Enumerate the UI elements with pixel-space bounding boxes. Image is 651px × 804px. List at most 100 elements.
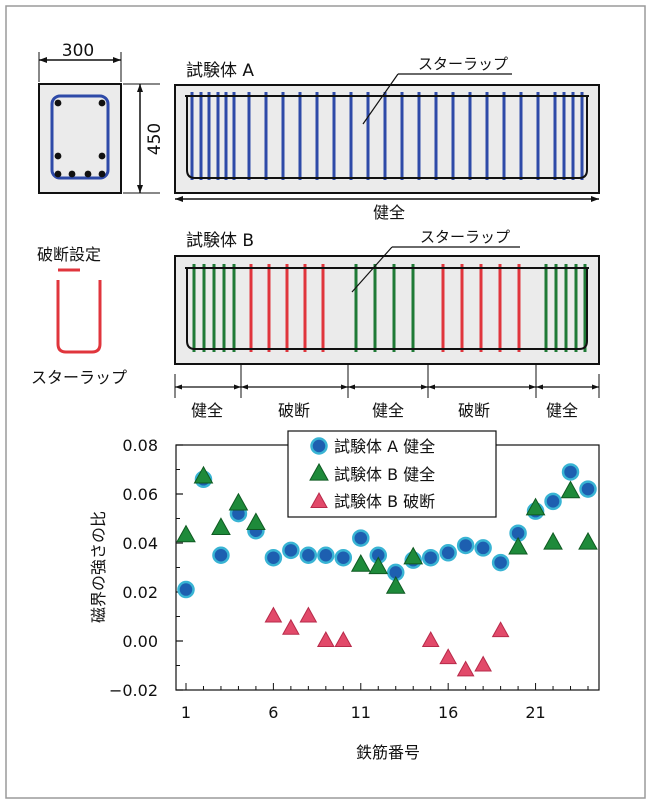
marker-specimen-a-healthy (456, 536, 475, 555)
span-arrow-right (591, 196, 599, 202)
specimen-b-stirrup-leader (351, 246, 393, 293)
section-rebar (54, 170, 62, 178)
cross-section: 300 450 (38, 41, 165, 194)
marker-specimen-b-healthy (176, 524, 196, 543)
marker-specimen-a-healthy (264, 548, 283, 567)
break-detail-label: スターラップ (31, 368, 127, 387)
specimen-b-title: 試験体 B (186, 231, 254, 251)
specimen-a-bottom-rebar (186, 96, 588, 179)
specimen-a-stirrups (190, 92, 584, 180)
legend-marker-specimen-b-healthy (309, 462, 329, 481)
marker-specimen-b-broken (299, 606, 318, 623)
span-arrow-left (175, 196, 183, 202)
marker-specimen-a-healthy (352, 529, 370, 547)
y-tick-label: 0.02 (122, 583, 158, 602)
marker-specimen-b-healthy (350, 553, 371, 572)
marker-specimen-a-healthy (561, 463, 580, 481)
zone-arrow (428, 384, 435, 390)
zone-label: 健全 (372, 401, 404, 420)
height-label: 450 (145, 123, 165, 155)
marker-specimen-b-healthy (508, 536, 528, 555)
y-tick-label: −0.02 (109, 681, 158, 700)
marker-specimen-b-healthy (403, 546, 424, 565)
legend-label: 試験体 B 破断 (334, 492, 435, 511)
legend-marker-specimen-a-healthy (310, 437, 328, 455)
x-tick-label: 16 (438, 703, 458, 722)
specimen-a-stirrup-label: スターラップ (418, 55, 508, 73)
section-rebar (98, 152, 106, 160)
broken-stirrup-shape (56, 280, 102, 354)
marker-specimen-a-healthy (177, 580, 195, 599)
x-axis-label: 鉄筋番号 (356, 743, 420, 762)
marker-specimen-b-healthy (368, 556, 389, 575)
specimen-b: 試験体 B スターラップ 健全 破断 (174, 228, 600, 420)
marker-specimen-b-broken (282, 618, 300, 635)
width-arrow-left (39, 57, 47, 63)
marker-specimen-b-broken (421, 631, 440, 647)
marker-specimen-b-healthy (543, 531, 563, 550)
section-rebar (68, 170, 76, 178)
marker-specimen-b-healthy (228, 492, 249, 511)
marker-specimen-a-healthy (282, 541, 300, 560)
marker-specimen-b-healthy (578, 531, 598, 550)
y-tick-label: 0.04 (122, 534, 158, 553)
zone-arrow (175, 384, 182, 390)
marker-specimen-b-healthy (193, 465, 214, 484)
zone-arrow (241, 384, 248, 390)
marker-specimen-b-broken (456, 660, 475, 677)
marker-specimen-b-broken (264, 606, 283, 623)
break-detail: 破断設定 スターラップ (31, 245, 127, 387)
legend: 試験体 A 健全 試験体 B 健全 試験体 B 破断 (287, 430, 497, 518)
marker-specimen-b-broken (491, 621, 510, 638)
marker-specimen-a-healthy (421, 548, 440, 567)
y-axis-label: 磁界の強さの比 (89, 511, 108, 623)
marker-specimen-a-healthy (299, 546, 318, 564)
chart: 0.08 0.06 0.04 0.02 0.00 −0.02 1 6 11 16… (89, 430, 600, 762)
marker-specimen-a-healthy (334, 548, 353, 567)
zone-label: 破断 (278, 401, 310, 420)
legend-markers (309, 437, 329, 508)
marker-specimen-b-healthy (246, 512, 266, 531)
specimen-b-bottom-rebar (186, 268, 588, 350)
marker-specimen-b-broken (474, 655, 492, 672)
marker-specimen-b-broken (316, 631, 335, 647)
x-tick-label: 11 (351, 703, 371, 722)
marker-specimen-a-healthy (212, 546, 230, 564)
marker-specimen-b-broken (439, 648, 458, 665)
marker-specimen-a-healthy (317, 546, 335, 564)
marker-specimen-b-broken (334, 631, 353, 647)
zone-arrow (234, 384, 241, 390)
marker-specimen-a-healthy (474, 539, 492, 557)
zone-dimension: 健全 破断 健全 破断 健全 (174, 364, 600, 420)
y-tick-labels: 0.08 0.06 0.04 0.02 0.00 −0.02 (109, 436, 158, 700)
zone-label: 健全 (191, 401, 223, 420)
height-arrow-bottom (137, 185, 143, 193)
x-tick-labels: 1 6 11 16 21 (181, 703, 546, 722)
specimen-b-beam (174, 255, 600, 365)
specimen-a-title: 試験体 A (186, 61, 254, 81)
specimen-a-beam (174, 84, 600, 194)
zone-arrow (536, 384, 543, 390)
section-rebar (54, 99, 62, 107)
data-markers (176, 463, 598, 677)
zone-arrow (529, 384, 536, 390)
zone-arrow (348, 384, 355, 390)
legend-label: 試験体 B 健全 (334, 465, 435, 484)
section-rebar (84, 170, 92, 178)
y-tick-label: 0.06 (122, 485, 158, 504)
marker-specimen-b-healthy (385, 576, 406, 594)
height-arrow-top (137, 84, 143, 92)
section-rebar (54, 152, 62, 160)
marker-specimen-a-healthy (579, 480, 597, 498)
y-tick-label: 0.00 (122, 632, 158, 651)
x-tick-marks (185, 683, 589, 690)
specimen-a: 試験体 A スターラップ 健全 (174, 55, 600, 222)
break-detail-title: 破断設定 (37, 245, 101, 264)
marker-specimen-b-healthy (211, 517, 231, 535)
x-tick-label: 1 (181, 703, 191, 722)
zone-label: 破断 (458, 401, 490, 420)
specimen-a-stirrup-leader (362, 73, 399, 125)
specimen-b-stirrup-label: スターラップ (420, 228, 510, 246)
